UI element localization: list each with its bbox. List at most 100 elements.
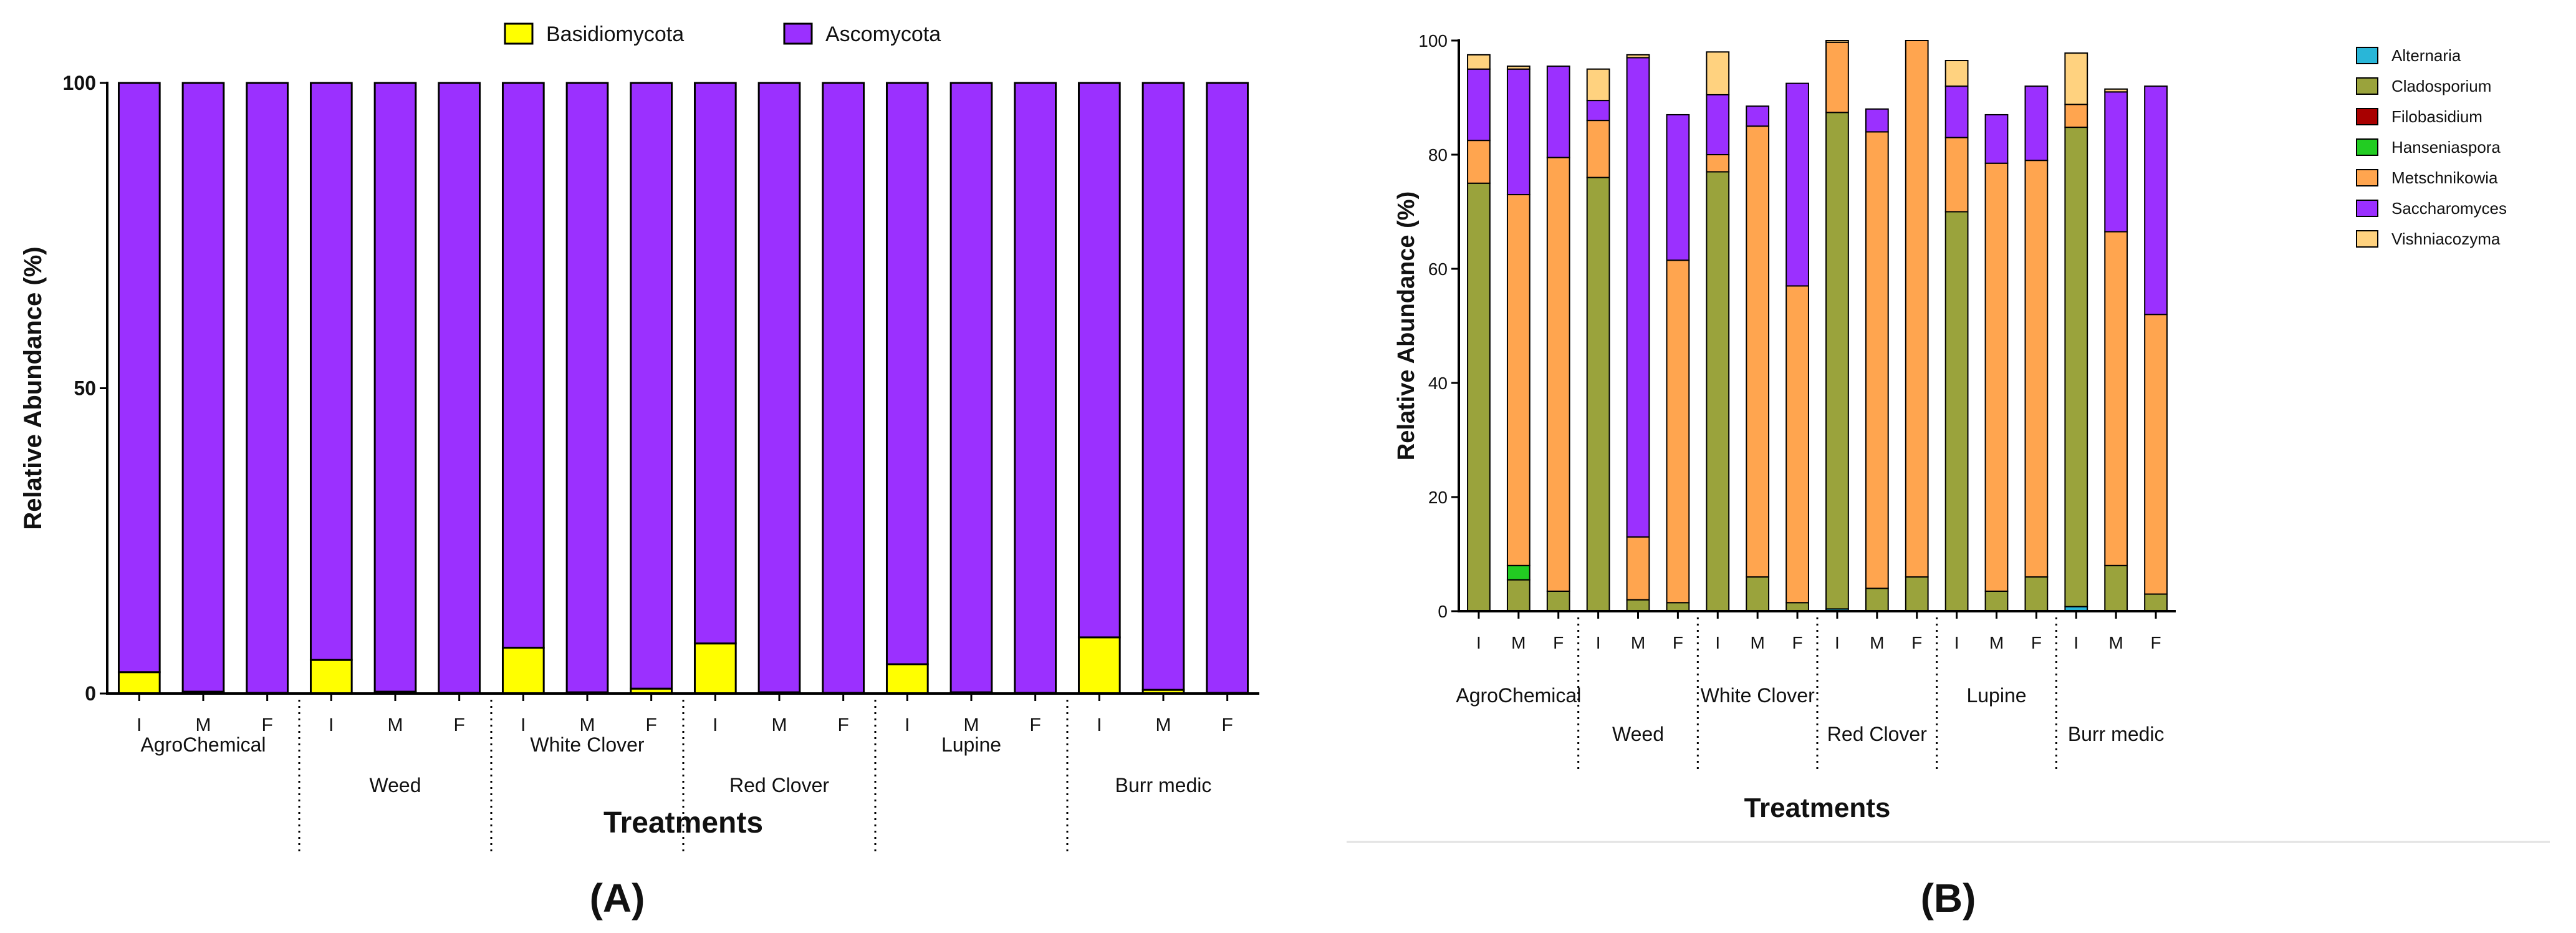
b-x-tick-label: I <box>1835 633 1840 652</box>
b-bar-vishniacozyma-4 <box>1626 54 1650 59</box>
b-legend-swatch-metschnikowia <box>2356 169 2378 186</box>
b-legend-label-vishniacozyma: Vishniacozyma <box>2391 230 2501 248</box>
a-y-tick-label: 100 <box>63 72 96 94</box>
b-bar-metschnikowia-13 <box>1984 162 2009 592</box>
b-group-label: Burr medic <box>2068 723 2165 745</box>
b-bar-saccharomyces-7 <box>1746 105 1770 127</box>
a-x-tick-label: I <box>329 715 334 735</box>
b-bar-metschnikowia-10 <box>1865 131 1889 589</box>
a-x-tick-label: I <box>1097 715 1102 735</box>
b-bar-saccharomyces-17 <box>2144 85 2168 316</box>
a-bar-ascomycota-14 <box>1014 82 1057 694</box>
a-x-tick-label: M <box>1156 715 1171 735</box>
a-bar-ascomycota-4 <box>373 82 417 693</box>
b-bar-saccharomyces-2 <box>1546 65 1570 158</box>
a-x-tick-label: M <box>580 715 595 735</box>
b-bar-metschnikowia-11 <box>1905 40 1929 578</box>
a-bar-ascomycota-3 <box>309 82 353 661</box>
b-bar-metschnikowia-16 <box>2104 231 2128 566</box>
b-bar-vishniacozyma-0 <box>1467 54 1491 70</box>
a-x-tick-label: I <box>905 715 910 735</box>
b-bar-cladosporium-3 <box>1586 176 1610 612</box>
a-y-axis-title: Relative Abundance (%) <box>19 246 47 529</box>
b-y-tick-label: 40 <box>1428 374 1448 393</box>
a-x-tick-label: M <box>388 715 403 735</box>
a-bar-basidiomycota-6 <box>501 647 545 695</box>
b-bar-vishniacozyma-1 <box>1506 65 1531 70</box>
b-bar-saccharomyces-14 <box>2024 85 2049 162</box>
a-bar-ascomycota-8 <box>630 82 673 690</box>
a-x-tick-label: F <box>646 715 657 735</box>
b-bar-cladosporium-11 <box>1905 576 1929 612</box>
b-legend-swatch-alternaria <box>2356 47 2378 64</box>
b-bar-metschnikowia-0 <box>1467 140 1491 184</box>
b-bar-metschnikowia-12 <box>1944 137 1969 213</box>
a-bar-ascomycota-10 <box>757 82 801 694</box>
a-group-label: Red Clover <box>729 774 829 796</box>
b-bar-metschnikowia-2 <box>1546 157 1570 592</box>
a-bar-ascomycota-7 <box>565 82 609 694</box>
b-bar-metschnikowia-5 <box>1666 259 1690 604</box>
b-bar-cladosporium-5 <box>1666 602 1690 612</box>
b-bar-vishniacozyma-6 <box>1706 51 1730 95</box>
a-x-axis-title: Treatments <box>603 806 763 839</box>
a-x-tick-label: M <box>964 715 979 735</box>
a-bar-ascomycota-16 <box>1141 82 1185 691</box>
b-bar-cladosporium-1 <box>1506 579 1531 612</box>
a-bar-basidiomycota-9 <box>693 642 737 695</box>
b-legend-label-saccharomyces: Saccharomyces <box>2391 199 2507 218</box>
b-bar-vishniacozyma-15 <box>2064 52 2088 105</box>
b-bar-saccharomyces-5 <box>1666 114 1690 261</box>
b-bar-saccharomyces-13 <box>1984 114 2009 164</box>
a-bar-ascomycota-6 <box>501 82 545 649</box>
a-bar-ascomycota-1 <box>181 82 225 693</box>
a-bar-ascomycota-15 <box>1077 82 1121 639</box>
b-bar-saccharomyces-4 <box>1626 57 1650 538</box>
b-legend-swatch-saccharomyces <box>2356 200 2378 217</box>
a-group-label: Burr medic <box>1115 774 1212 796</box>
a-x-tick-label: F <box>454 715 465 735</box>
b-legend-label-cladosporium: Cladosporium <box>2391 77 2491 95</box>
b-bar-cladosporium-14 <box>2024 576 2049 612</box>
b-bar-cladosporium-9 <box>1825 112 1849 610</box>
b-bar-metschnikowia-15 <box>2064 104 2088 128</box>
a-bar-ascomycota-12 <box>885 82 929 665</box>
b-bar-metschnikowia-17 <box>2144 314 2168 595</box>
b-bar-saccharomyces-0 <box>1467 68 1491 142</box>
b-bar-vishniacozyma-12 <box>1944 60 1969 87</box>
b-x-tick-label: F <box>1911 633 1922 652</box>
b-bar-saccharomyces-12 <box>1944 85 1969 138</box>
b-x-tick-label: M <box>1751 633 1765 652</box>
b-x-axis-title: Treatments <box>1744 793 1891 823</box>
b-group-label: Red Clover <box>1827 723 1927 745</box>
b-bar-cladosporium-10 <box>1865 587 1889 612</box>
b-group-label: AgroChemical <box>1456 684 1581 707</box>
b-x-tick-label: I <box>1954 633 1959 652</box>
b-legend-label-alternaria: Alternaria <box>2391 46 2461 65</box>
a-bar-ascomycota-11 <box>822 82 865 694</box>
b-bar-cladosporium-12 <box>1944 211 1969 612</box>
b-bar-cladosporium-6 <box>1706 171 1730 612</box>
a-x-tick-label: I <box>521 715 526 735</box>
b-x-tick-label: M <box>1870 633 1884 652</box>
b-y-tick-label: 100 <box>1418 31 1448 51</box>
b-bar-vishniacozyma-9 <box>1825 40 1849 43</box>
a-bar-ascomycota-5 <box>438 82 481 694</box>
a-legend-swatch-basidiomycota <box>504 22 534 45</box>
b-group-label: White Clover <box>1701 684 1815 707</box>
b-bar-vishniacozyma-3 <box>1586 68 1610 102</box>
a-bar-basidiomycota-12 <box>885 663 929 695</box>
b-x-tick-label: M <box>1989 633 2004 652</box>
a-bar-ascomycota-13 <box>949 82 993 694</box>
b-bar-cladosporium-13 <box>1984 590 2009 612</box>
a-y-tick-label: 50 <box>74 377 96 400</box>
b-bar-cladosporium-0 <box>1467 182 1491 612</box>
a-group-label: Weed <box>369 774 421 796</box>
a-group-label: AgroChemical <box>141 733 266 756</box>
b-group-label: Weed <box>1612 723 1664 745</box>
b-bar-metschnikowia-7 <box>1746 125 1770 578</box>
b-bar-metschnikowia-6 <box>1706 154 1730 173</box>
b-bar-metschnikowia-8 <box>1785 285 1809 604</box>
